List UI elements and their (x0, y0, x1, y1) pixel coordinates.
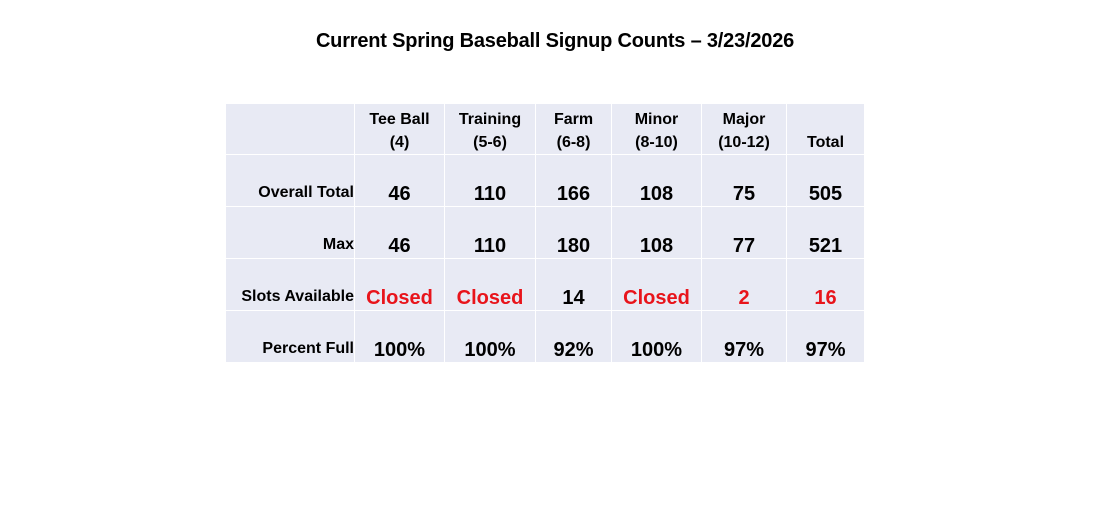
table-cell: 92% (536, 311, 612, 362)
table-cell: Closed (445, 259, 536, 311)
table-cell: 16 (787, 259, 864, 311)
table-cell: Closed (612, 259, 702, 311)
column-header-line1: Farm (553, 111, 594, 128)
table-cell: 521 (787, 207, 864, 259)
table-cell: 46 (355, 155, 445, 207)
row-label: Slots Available (226, 259, 355, 311)
table-cell: 505 (787, 155, 864, 207)
column-header-tee-ball: Tee Ball (4) (355, 104, 445, 155)
row-label: Percent Full (226, 311, 355, 362)
column-header-major: Major (10-12) (702, 104, 787, 155)
table-cell: 100% (355, 311, 445, 362)
column-header-line1: Minor (634, 111, 679, 128)
column-header-line2: (4) (389, 134, 410, 151)
column-header-line2: (6-8) (556, 134, 591, 151)
column-header-total: Total (787, 104, 864, 155)
column-header-line1: Major (722, 111, 766, 128)
table-row-percent-full: Percent Full 100% 100% 92% 100% 97% 97% (226, 311, 864, 362)
column-header-training: Training (5-6) (445, 104, 536, 155)
table-cell: 100% (612, 311, 702, 362)
page-title: Current Spring Baseball Signup Counts – … (315, 30, 795, 52)
table-row-slots-available: Slots Available Closed Closed 14 Closed … (226, 259, 864, 311)
row-label: Max (226, 207, 355, 259)
table-row-overall-total: Overall Total 46 110 166 108 75 505 (226, 155, 864, 207)
table-cell: 108 (612, 155, 702, 207)
column-header-farm: Farm (6-8) (536, 104, 612, 155)
table-cell: 46 (355, 207, 445, 259)
table-cell: 14 (536, 259, 612, 311)
table-cell: 110 (445, 207, 536, 259)
signup-counts-table: Tee Ball (4) Training (5-6) Farm (6-8) M… (226, 104, 864, 362)
column-header-line1: Training (458, 111, 522, 128)
table-cell: 2 (702, 259, 787, 311)
table-cell: 166 (536, 155, 612, 207)
table-cell: 108 (612, 207, 702, 259)
row-label: Overall Total (226, 155, 355, 207)
table-cell: 77 (702, 207, 787, 259)
column-header-line2: (8-10) (635, 134, 678, 151)
header-corner-cell (226, 104, 355, 155)
column-header-line2: (10-12) (718, 134, 770, 151)
column-header-line2: Total (806, 134, 845, 151)
table-cell: 97% (805, 339, 846, 361)
table-cell: Closed (355, 259, 445, 311)
table-cell: 100% (445, 311, 536, 362)
column-header-line1: Tee Ball (369, 111, 430, 128)
table-cell: 75 (702, 155, 787, 207)
table-cell: 180 (536, 207, 612, 259)
table-header-row: Tee Ball (4) Training (5-6) Farm (6-8) M… (226, 104, 864, 155)
column-header-minor: Minor (8-10) (612, 104, 702, 155)
table-row-max: Max 46 110 180 108 77 521 (226, 207, 864, 259)
table-cell: 110 (445, 155, 536, 207)
table-cell: 97% (702, 311, 787, 362)
column-header-line2: (5-6) (473, 134, 507, 151)
